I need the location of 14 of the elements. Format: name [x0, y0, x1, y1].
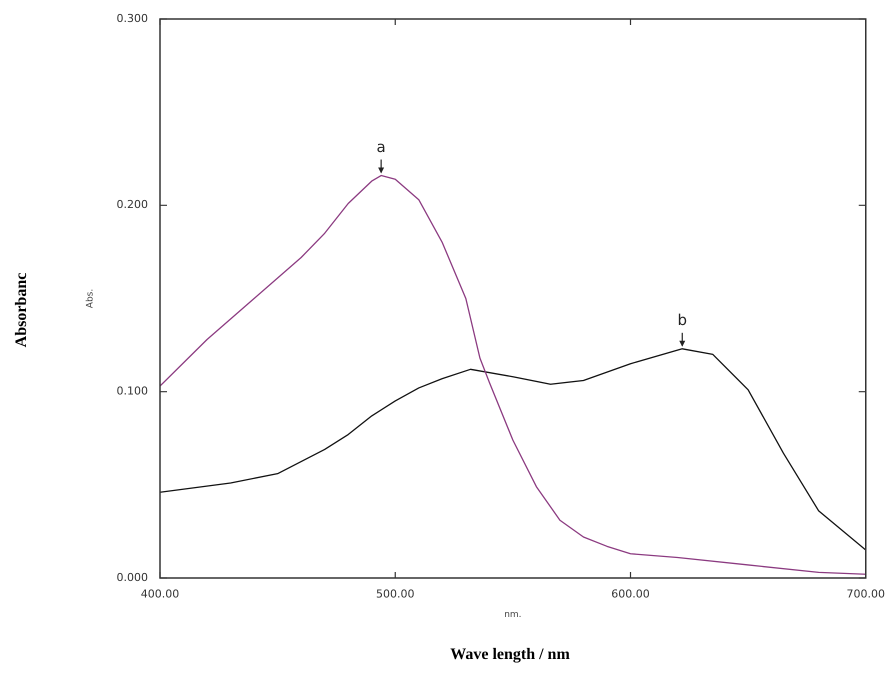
y-tick-label: 0.100: [116, 384, 148, 398]
annotation: a: [376, 138, 386, 156]
x-tick-label: 500.00: [376, 587, 414, 600]
x-tick-label: 400.00: [140, 587, 180, 600]
annotation: b: [677, 311, 688, 330]
y-tick-label: 0.000: [116, 570, 148, 584]
y-tick-label: 0.200: [116, 198, 148, 212]
text: Wave length / nm: [450, 646, 570, 664]
y-axis-title: Abs.: [86, 288, 96, 308]
x-tick-label: 700.00: [846, 587, 886, 600]
y-tick-label: 0.300: [116, 12, 148, 25]
x-tick-label: 600.00: [611, 587, 650, 600]
x-axis-title: nm.: [504, 610, 522, 620]
text: Absorbanc: [13, 272, 31, 348]
